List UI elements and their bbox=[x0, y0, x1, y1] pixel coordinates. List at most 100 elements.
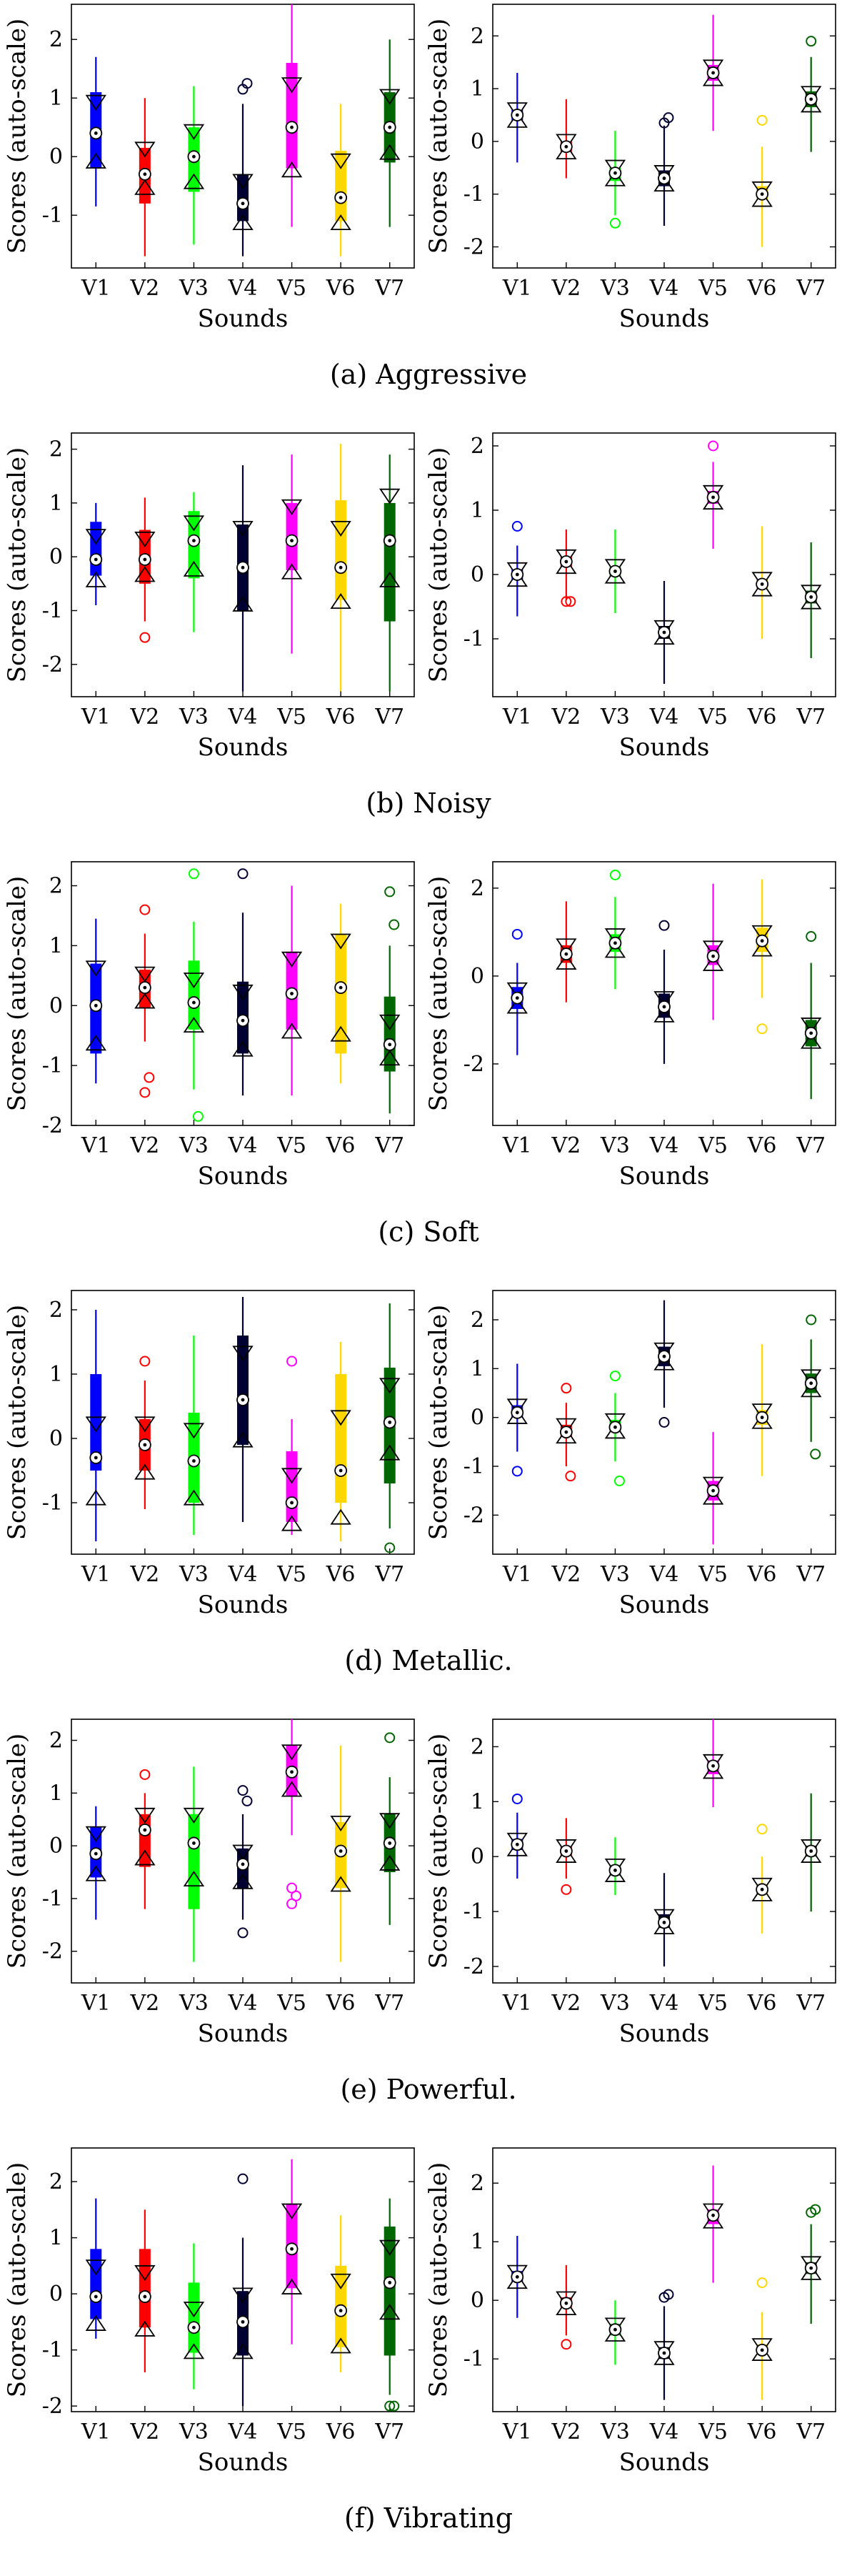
box-v2 bbox=[134, 497, 156, 643]
box-v4 bbox=[232, 2173, 254, 2407]
x-axis-label: Sounds bbox=[198, 733, 289, 762]
y-tick-label: 2 bbox=[471, 2171, 484, 2196]
box-iqr bbox=[188, 960, 200, 1030]
notch-triangle-down bbox=[330, 933, 351, 950]
box-v1 bbox=[85, 1310, 106, 1541]
notch-triangle-down bbox=[330, 1815, 351, 1832]
notch-triangle-up bbox=[379, 1854, 401, 1871]
notch-triangle-up bbox=[134, 1849, 156, 1866]
y-tick-label: 0 bbox=[471, 129, 484, 154]
notch-triangle-down bbox=[379, 89, 401, 105]
outlier-point bbox=[806, 931, 817, 943]
notch-triangle-up bbox=[281, 2278, 303, 2294]
notch-triangle-up bbox=[85, 1489, 106, 1506]
outlier-point bbox=[810, 1448, 821, 1460]
notch-triangle-down bbox=[134, 141, 156, 158]
x-tick-label: V2 bbox=[551, 2420, 581, 2445]
boxplot-panel-left: -2 -1 0 1 2 Scores (auto-scale) V1 V2 V3 V4 V5 V6 V7… bbox=[3, 432, 415, 762]
x-tick-label: V1 bbox=[502, 1991, 532, 2016]
median-dot bbox=[94, 557, 98, 562]
boxplot-panel-left: -2 -1 0 1 2 Scores (auto-scale) V1 V2 V3 V4 V5 V6 V7… bbox=[3, 1719, 415, 2048]
box-v5 bbox=[281, 1719, 303, 1909]
notch-triangle-up bbox=[183, 1870, 205, 1887]
notch-triangle-up bbox=[653, 629, 675, 645]
x-tick-label: V6 bbox=[326, 1133, 356, 1158]
median-dot bbox=[339, 985, 343, 990]
box-v4 bbox=[653, 1300, 675, 1428]
y-tick-label: -1 bbox=[42, 1491, 63, 1516]
outlier-point bbox=[658, 1417, 670, 1428]
x-tick-label: V5 bbox=[276, 705, 306, 730]
notch-triangle-down bbox=[653, 620, 675, 636]
subfigure-caption: (d) Metallic. bbox=[344, 1645, 512, 1676]
median-dot bbox=[662, 1354, 666, 1358]
median-dot bbox=[290, 1501, 294, 1505]
x-tick-label: V3 bbox=[179, 705, 209, 730]
y-tick-label: 0 bbox=[49, 1834, 63, 1859]
box-iqr bbox=[90, 1374, 102, 1471]
x-tick-label: V2 bbox=[129, 276, 159, 301]
y-tick-label: -1 bbox=[42, 203, 63, 228]
box-v5 bbox=[281, 885, 303, 1096]
box-iqr bbox=[286, 63, 298, 169]
x-tick-label: V7 bbox=[374, 1991, 404, 2016]
median-dot bbox=[290, 125, 294, 129]
y-tick-label: -1 bbox=[463, 1899, 484, 1924]
x-axis-label: Sounds bbox=[619, 2019, 710, 2048]
box-v6 bbox=[330, 2215, 351, 2373]
x-tick-label: V5 bbox=[698, 705, 728, 730]
x-tick-label: V5 bbox=[276, 1133, 306, 1158]
median-dot bbox=[290, 539, 294, 543]
box-v2 bbox=[134, 98, 156, 257]
notch-triangle-up bbox=[330, 1508, 351, 1525]
outlier-point bbox=[565, 1471, 576, 1482]
box-v7 bbox=[379, 39, 401, 227]
x-tick-label: V4 bbox=[649, 1133, 679, 1158]
outlier-point bbox=[806, 1314, 817, 1326]
x-tick-label: V2 bbox=[551, 705, 581, 730]
notch-triangle-down bbox=[604, 928, 626, 945]
y-tick-label: -2 bbox=[42, 1939, 63, 1964]
subfigure-caption: (f) Vibrating bbox=[344, 2502, 513, 2534]
y-tick-label: 1 bbox=[49, 86, 63, 111]
notch-triangle-down bbox=[506, 1398, 528, 1415]
notch-triangle-down bbox=[232, 1844, 254, 1861]
notch-triangle-up bbox=[556, 558, 577, 575]
outlier-point bbox=[756, 1824, 768, 1835]
notch-triangle-down bbox=[232, 174, 254, 190]
x-tick-label: V2 bbox=[129, 1562, 159, 1587]
x-tick-label: V4 bbox=[228, 1562, 258, 1587]
median-dot bbox=[290, 2247, 294, 2251]
median-dot bbox=[613, 941, 617, 945]
y-tick-label: 2 bbox=[471, 1734, 484, 1759]
notch-triangle-up bbox=[506, 571, 528, 587]
notch-triangle-down bbox=[281, 77, 303, 94]
x-tick-label: V1 bbox=[81, 276, 111, 301]
median-dot bbox=[760, 1887, 764, 1891]
x-axis-label: Sounds bbox=[198, 2448, 289, 2477]
x-tick-label: V6 bbox=[747, 2420, 777, 2445]
outlier-point bbox=[708, 440, 719, 452]
outlier-point bbox=[237, 2173, 249, 2184]
box-v3 bbox=[604, 869, 626, 990]
box-v7 bbox=[801, 2204, 822, 2324]
median-dot bbox=[711, 1764, 715, 1768]
x-tick-label: V6 bbox=[747, 1133, 777, 1158]
median-dot bbox=[564, 144, 568, 149]
box-v1 bbox=[506, 1793, 528, 1879]
x-tick-label: V2 bbox=[551, 1991, 581, 2016]
outlier-point bbox=[561, 2339, 572, 2350]
y-tick-label: 0 bbox=[471, 2288, 484, 2313]
box-v7 bbox=[379, 1732, 401, 1925]
x-tick-label: V2 bbox=[129, 705, 159, 730]
y-axis-label: Scores (auto-scale) bbox=[3, 876, 31, 1112]
median-dot bbox=[711, 495, 715, 499]
y-tick-label: 1 bbox=[49, 933, 63, 958]
y-tick-label: 1 bbox=[471, 2229, 484, 2254]
median-dot bbox=[809, 2266, 813, 2270]
outlier-point bbox=[511, 1466, 523, 1477]
x-tick-label: V5 bbox=[698, 1133, 728, 1158]
x-axis-label: Sounds bbox=[198, 1591, 289, 1619]
x-tick-label: V1 bbox=[502, 1133, 532, 1158]
box-v6 bbox=[330, 903, 351, 1084]
